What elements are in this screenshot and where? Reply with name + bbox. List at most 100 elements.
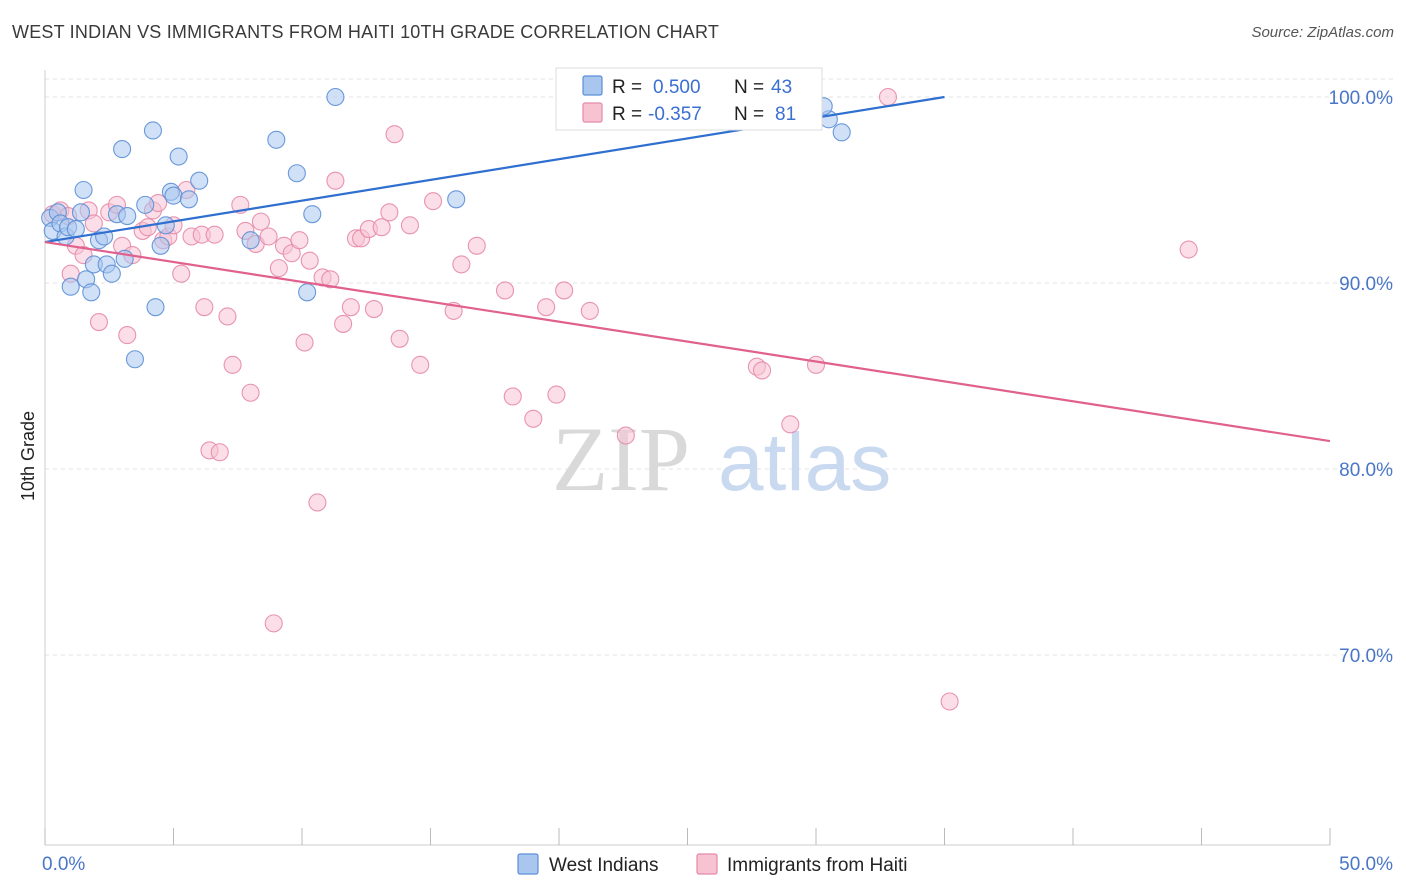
- haiti-point: [547, 385, 566, 404]
- haiti-point: [84, 214, 103, 233]
- haiti-point: [524, 409, 543, 428]
- haiti-point: [210, 443, 229, 462]
- grid-lines: [45, 78, 1395, 656]
- haiti-point: [118, 326, 137, 345]
- haiti-point: [372, 218, 391, 237]
- legend-label-haiti: Immigrants from Haiti: [727, 855, 908, 876]
- haiti-point: [269, 259, 288, 278]
- haiti-point: [390, 329, 409, 348]
- haiti-point: [940, 692, 959, 711]
- series-legend: West Indians Immigrants from Haiti: [517, 853, 908, 876]
- haiti-point: [223, 355, 242, 374]
- haiti-point: [205, 225, 224, 244]
- haiti-point: [364, 299, 384, 319]
- y-tick-label: 90.0%: [1339, 274, 1393, 295]
- stats-n-label-blue: N =: [734, 77, 764, 98]
- haiti-point: [878, 87, 898, 107]
- west-indian-point: [832, 123, 851, 142]
- haiti-point: [616, 426, 635, 445]
- x-tick-label-max: 50.0%: [1339, 854, 1393, 875]
- haiti-point: [806, 355, 826, 374]
- haiti-point: [452, 255, 471, 274]
- axes: [44, 70, 1331, 846]
- stats-legend-swatch-pink: [582, 102, 603, 123]
- haiti-point: [326, 171, 345, 190]
- haiti-point: [537, 298, 556, 317]
- haiti-point: [424, 192, 443, 211]
- west-indian-point: [151, 236, 170, 255]
- west-indian-point: [169, 147, 188, 166]
- west-indian-point: [241, 231, 260, 250]
- haiti-point: [385, 125, 404, 144]
- haiti-point: [251, 212, 270, 231]
- haiti-point: [295, 333, 314, 352]
- y-tick-label: 70.0%: [1339, 646, 1393, 667]
- west-indian-point: [179, 190, 198, 209]
- west-indian-points: [41, 87, 851, 369]
- stats-n-value-pink: 81: [775, 104, 796, 125]
- west-indian-point: [118, 206, 137, 226]
- haiti-point: [781, 415, 800, 434]
- haiti-point: [555, 281, 574, 300]
- y-tick-labels: 70.0% 80.0% 90.0% 100.0%: [1329, 88, 1394, 667]
- y-axis-label: 10th Grade: [18, 411, 38, 501]
- west-indian-point: [447, 190, 466, 209]
- west-indian-point: [298, 283, 317, 302]
- west-indian-point: [303, 205, 322, 224]
- haiti-point: [1179, 240, 1198, 259]
- stats-legend-swatch-blue: [582, 75, 603, 96]
- haiti-point: [334, 314, 353, 333]
- stats-r-value-blue: 0.500: [653, 77, 701, 98]
- legend-swatch-west-indians: [517, 853, 539, 875]
- west-indian-point: [326, 87, 345, 107]
- watermark-zip: ZIP: [552, 408, 690, 510]
- stats-n-value-blue: 43: [771, 77, 792, 98]
- haiti-point: [411, 355, 430, 374]
- haiti-point: [308, 493, 327, 512]
- west-indian-point: [190, 171, 209, 190]
- haiti-point: [89, 313, 109, 332]
- y-tick-label: 100.0%: [1329, 88, 1394, 109]
- legend-swatch-haiti: [696, 853, 718, 875]
- west-indian-point: [113, 140, 132, 159]
- west-indian-point: [102, 264, 121, 283]
- source-label: Source: ZipAtlas.com: [1251, 24, 1394, 41]
- haiti-point: [580, 301, 599, 320]
- west-indian-point: [143, 121, 162, 140]
- west-indian-point: [71, 203, 91, 222]
- haiti-point: [341, 298, 360, 317]
- haiti-point: [290, 231, 309, 250]
- haiti-point: [503, 387, 522, 406]
- x-tick-labels: 0.0% 50.0%: [42, 854, 1393, 875]
- x-tick-label-min: 0.0%: [42, 854, 85, 875]
- west-indian-point: [82, 283, 101, 302]
- stats-n-label-pink: N =: [734, 104, 764, 125]
- west-indian-point: [267, 130, 286, 149]
- haiti-point: [259, 227, 278, 246]
- haiti-point: [195, 298, 214, 317]
- y-tick-label: 80.0%: [1339, 460, 1393, 481]
- west-indian-point: [125, 350, 144, 369]
- stats-r-label-pink: R =: [612, 104, 642, 125]
- stats-r-value-pink: -0.357: [648, 104, 702, 125]
- haiti-point: [400, 216, 419, 235]
- haiti-point: [321, 270, 340, 289]
- haiti-point: [467, 236, 486, 255]
- haiti-trend-line: [44, 240, 1331, 443]
- haiti-point: [300, 251, 319, 270]
- west-indian-point: [61, 277, 80, 296]
- haiti-points: [43, 87, 1198, 711]
- haiti-point: [264, 614, 283, 633]
- west-indian-point: [136, 195, 155, 214]
- west-indian-point: [146, 298, 165, 317]
- haiti-point: [172, 264, 191, 283]
- haiti-point: [380, 203, 399, 222]
- chart-title: WEST INDIAN VS IMMIGRANTS FROM HAITI 10T…: [12, 22, 720, 42]
- trend-lines: [44, 95, 1331, 443]
- legend-label-west-indians: West Indians: [549, 855, 658, 876]
- west-indian-point: [74, 180, 93, 200]
- haiti-point: [752, 361, 772, 380]
- stats-legend: R = 0.500 N = 43 R = -0.357 N = 81: [555, 67, 823, 131]
- west-indian-point: [164, 186, 183, 205]
